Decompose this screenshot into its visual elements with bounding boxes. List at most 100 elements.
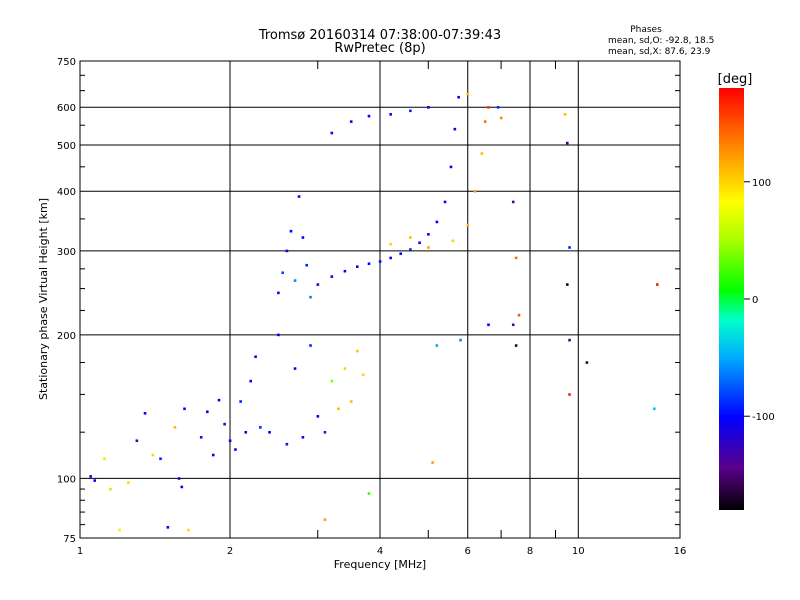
x-tick-label: 6 <box>465 546 471 557</box>
data-point <box>499 116 503 120</box>
data-point <box>297 195 301 198</box>
data-point <box>135 439 139 443</box>
data-point <box>323 518 327 521</box>
data-point <box>205 410 209 414</box>
data-point <box>277 291 280 295</box>
data-point <box>173 426 177 429</box>
data-point <box>565 141 569 145</box>
plot-area: 1 2 4 6 8 10 16 75 100 200 300 400 500 600 750 <box>57 57 686 557</box>
data-point <box>511 323 515 327</box>
data-point <box>514 256 518 260</box>
data-point <box>451 239 455 243</box>
data-point <box>268 430 271 434</box>
x-axis-label: Frequency [MHz] <box>334 558 426 571</box>
data-points <box>89 92 659 532</box>
data-point <box>349 400 353 403</box>
data-point <box>466 92 470 96</box>
data-point <box>293 367 297 370</box>
data-point <box>349 120 353 123</box>
data-point <box>409 109 412 113</box>
data-point <box>483 120 487 123</box>
x-tick-label: 16 <box>674 546 687 557</box>
colorbar-ticks: 100 0 -100 <box>744 178 775 423</box>
x-tick-label: 1 <box>77 546 83 557</box>
colorbar-tick-label: 100 <box>752 178 771 189</box>
data-point <box>399 252 403 255</box>
data-point <box>473 190 477 193</box>
data-point <box>223 422 226 426</box>
y-tick-label: 300 <box>57 247 76 258</box>
data-point <box>480 152 484 155</box>
data-point <box>309 344 312 347</box>
x-tick-label: 4 <box>377 546 383 557</box>
colorbar-gradient <box>719 88 744 510</box>
data-point <box>459 338 462 342</box>
data-point <box>228 439 232 443</box>
y-tick-label: 200 <box>57 331 76 342</box>
data-point <box>89 475 92 478</box>
colorbar: [deg] 100 0 -100 <box>718 72 775 510</box>
chart-title: Tromsø 20160314 07:38:00-07:39:43 <box>258 28 501 43</box>
data-point <box>435 344 439 347</box>
data-point <box>234 448 237 451</box>
data-point <box>511 200 515 204</box>
data-point <box>409 248 412 251</box>
data-point <box>244 430 248 434</box>
y-tick-label: 75 <box>63 534 76 545</box>
data-point <box>361 373 365 377</box>
data-point <box>585 361 589 364</box>
data-point <box>305 263 309 267</box>
data-point <box>301 436 305 439</box>
data-point <box>378 260 382 263</box>
data-point <box>443 200 447 204</box>
stats-heading: Phases <box>630 25 662 35</box>
data-point <box>330 131 334 135</box>
data-point <box>309 295 312 299</box>
data-point <box>568 338 571 342</box>
colorbar-tick-label: -100 <box>752 412 775 423</box>
y-tick-label: 400 <box>57 187 76 198</box>
data-point <box>293 279 297 282</box>
data-point <box>427 233 430 236</box>
data-point <box>239 400 242 403</box>
data-point <box>109 487 112 491</box>
data-point <box>281 271 284 275</box>
data-point <box>487 323 490 327</box>
data-point <box>367 114 371 118</box>
data-point <box>355 265 359 268</box>
data-point <box>177 477 181 480</box>
data-point <box>285 249 289 253</box>
data-point <box>343 269 347 273</box>
data-point <box>151 453 155 457</box>
data-point <box>427 106 430 109</box>
data-point <box>453 127 457 131</box>
data-point <box>655 283 659 286</box>
data-point <box>409 236 412 239</box>
data-point <box>568 393 571 396</box>
data-point <box>565 283 569 286</box>
data-point <box>568 246 571 249</box>
y-tick-label: 750 <box>57 57 76 68</box>
data-point <box>449 165 453 169</box>
data-point <box>367 492 371 495</box>
data-point <box>254 355 257 359</box>
data-point <box>323 430 327 434</box>
colorbar-tick-label: 0 <box>752 295 758 306</box>
y-axis-ticks: 75 100 200 300 400 500 600 750 <box>57 57 680 545</box>
data-point <box>563 113 567 116</box>
data-point <box>330 379 334 383</box>
data-point <box>427 246 430 249</box>
x-tick-label: 10 <box>572 546 585 557</box>
data-point <box>330 275 334 278</box>
data-point <box>166 526 170 529</box>
data-point <box>277 333 280 337</box>
data-point <box>487 106 490 109</box>
data-point <box>316 415 320 418</box>
data-point <box>118 528 121 532</box>
grid <box>80 61 680 538</box>
data-point <box>457 95 460 99</box>
y-tick-label: 100 <box>57 474 76 485</box>
data-point <box>217 398 221 402</box>
y-tick-label: 500 <box>57 141 76 152</box>
